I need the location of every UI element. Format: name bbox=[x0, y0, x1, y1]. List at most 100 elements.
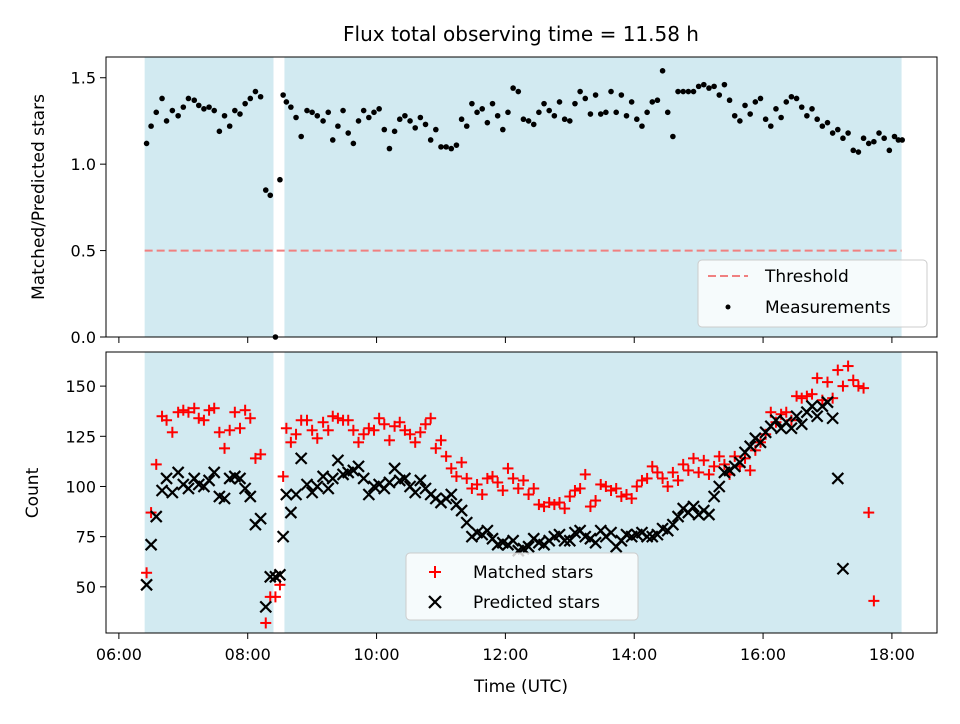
predicted-point bbox=[445, 488, 458, 501]
predicted-point bbox=[826, 411, 839, 425]
measurement-point bbox=[685, 88, 692, 95]
predicted-point bbox=[218, 492, 231, 505]
predicted-point bbox=[733, 456, 747, 469]
measurement-point bbox=[726, 97, 733, 104]
matched-point bbox=[821, 376, 833, 388]
matched-point bbox=[290, 428, 302, 440]
measurement-point bbox=[211, 107, 218, 114]
y-tick-label: 1.5 bbox=[71, 69, 96, 88]
measurement-point bbox=[206, 104, 212, 110]
predicted-point bbox=[640, 530, 654, 543]
measurement-point bbox=[221, 112, 228, 119]
predicted-point bbox=[300, 478, 314, 491]
measurement-point bbox=[711, 83, 717, 90]
matched-point bbox=[301, 414, 313, 426]
measurement-point bbox=[479, 106, 486, 112]
measurement-point bbox=[881, 135, 887, 142]
measurement-point bbox=[742, 102, 748, 109]
predicted-point bbox=[712, 480, 726, 493]
matched-point bbox=[791, 390, 803, 402]
measurement-point bbox=[396, 116, 403, 123]
matched-point bbox=[615, 491, 627, 503]
predicted-point bbox=[821, 395, 834, 409]
chart-title: Flux total observing time = 11.58 h bbox=[343, 22, 699, 46]
measurement-point bbox=[649, 99, 656, 105]
matched-point bbox=[858, 382, 870, 394]
measurement-point bbox=[525, 118, 532, 124]
matched-point bbox=[559, 503, 571, 515]
top-panel: 0.0 0.5 1.0 1.5 Matched/Predicted stars Thr… bbox=[29, 56, 938, 347]
measurement-point bbox=[489, 100, 496, 107]
x-tick-label: 16:00 bbox=[740, 645, 786, 664]
predicted-point bbox=[352, 460, 365, 473]
matched-point bbox=[832, 364, 844, 376]
measurement-point bbox=[670, 133, 676, 140]
measurement-point bbox=[608, 88, 614, 95]
matched-point bbox=[358, 428, 370, 440]
measurement-point bbox=[169, 107, 176, 114]
measurement-point bbox=[865, 140, 872, 147]
matched-point bbox=[646, 460, 658, 472]
predicted-point bbox=[263, 570, 277, 584]
matched-point bbox=[373, 412, 385, 424]
measurement-point bbox=[386, 145, 393, 152]
measurement-point bbox=[433, 126, 439, 133]
matched-point bbox=[806, 388, 818, 400]
measurement-point bbox=[654, 97, 661, 104]
matched-point bbox=[868, 595, 880, 607]
legend-predicted-label: Predicted stars bbox=[473, 593, 600, 613]
measurement-point bbox=[567, 118, 573, 124]
matched-point bbox=[404, 428, 416, 440]
legend-measurement-label: Measurements bbox=[765, 298, 891, 318]
matched-point bbox=[507, 472, 519, 484]
predicted-point bbox=[414, 474, 427, 487]
measurement-point bbox=[474, 109, 480, 116]
measurement-point bbox=[845, 130, 851, 136]
predicted-point bbox=[743, 440, 757, 453]
predicted-point bbox=[785, 421, 798, 435]
measurement-point bbox=[340, 107, 346, 114]
measurement-point bbox=[768, 123, 774, 129]
measurement-point bbox=[737, 118, 743, 124]
predicted-point bbox=[671, 510, 685, 523]
measurement-point bbox=[860, 135, 867, 142]
matched-point bbox=[342, 414, 354, 426]
measurement-point bbox=[546, 107, 552, 114]
predicted-point bbox=[294, 452, 308, 465]
measurement-point bbox=[463, 123, 470, 129]
predicted-point bbox=[155, 484, 169, 497]
plot-frame bbox=[105, 351, 938, 634]
predicted-point bbox=[398, 472, 412, 485]
measurement-point bbox=[360, 107, 367, 114]
predicted-point bbox=[259, 600, 273, 614]
matched-point bbox=[219, 442, 231, 454]
measurement-point bbox=[163, 118, 170, 124]
measurement-point bbox=[262, 187, 269, 193]
measurement-point bbox=[592, 92, 599, 98]
matched-point bbox=[523, 489, 535, 501]
measurement-point bbox=[191, 97, 198, 104]
measurement-point bbox=[345, 130, 352, 136]
matched-point bbox=[311, 432, 323, 444]
matched-point bbox=[590, 495, 602, 507]
measurement-point bbox=[201, 106, 207, 112]
measurement-point bbox=[757, 95, 764, 102]
measurement-point bbox=[899, 137, 906, 143]
measurement-point bbox=[391, 128, 398, 135]
matched-point bbox=[641, 472, 653, 484]
measurement-point bbox=[556, 99, 563, 105]
measurement-point bbox=[325, 109, 332, 116]
measurement-point bbox=[510, 85, 516, 91]
matched-point bbox=[425, 412, 437, 424]
matched-point bbox=[502, 462, 514, 474]
measurement-point bbox=[505, 109, 511, 116]
measurement-point bbox=[180, 104, 187, 110]
predicted-point bbox=[506, 534, 520, 547]
matched-point bbox=[414, 426, 426, 438]
measurement-point bbox=[690, 88, 697, 95]
matched-point bbox=[713, 450, 725, 462]
y-tick-label: 100 bbox=[65, 477, 96, 496]
predicted-point bbox=[326, 472, 340, 485]
measurement-point bbox=[283, 99, 290, 105]
matched-point bbox=[667, 466, 679, 478]
